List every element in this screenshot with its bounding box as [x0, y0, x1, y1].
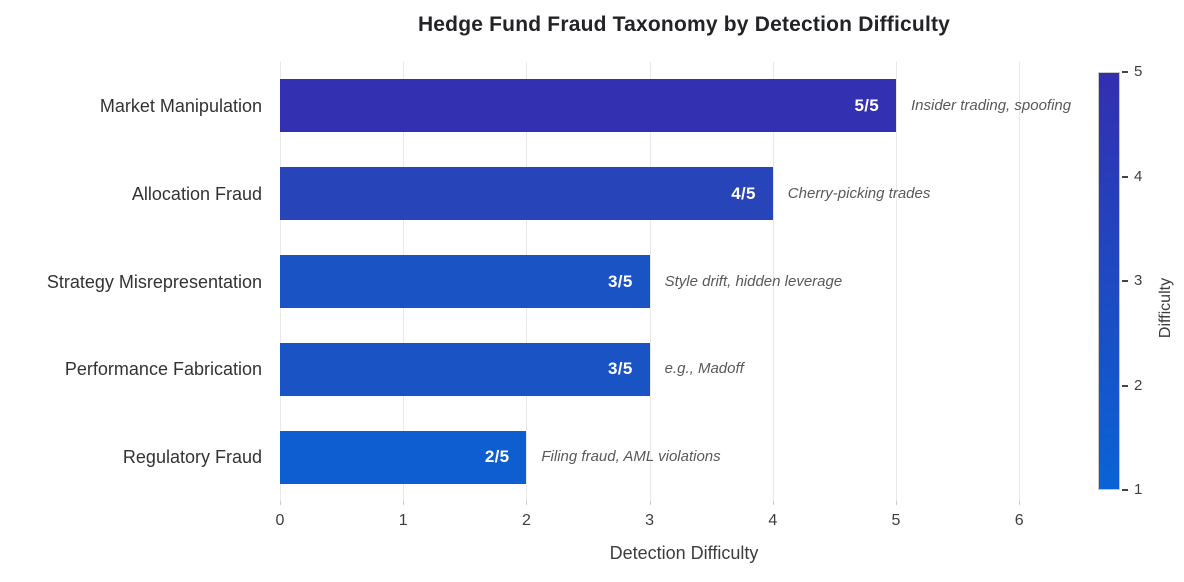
bar-value-label: 4/5	[731, 183, 756, 203]
bar-annotation: e.g., Madoff	[664, 360, 744, 378]
category-label-1: Allocation Fraud	[131, 183, 262, 204]
gridline-x-3	[649, 62, 651, 501]
x-tick-label-2: 2	[521, 512, 531, 529]
gridline-x-5	[896, 62, 897, 501]
bar-annotation: Cherry-picking trades	[787, 184, 931, 202]
colorbar-tick-label-4: 4	[1134, 167, 1143, 185]
x-tick-mark-5	[896, 501, 897, 505]
colorbar-tick-mark-3	[1122, 280, 1128, 282]
colorbar-tick-mark-2	[1122, 384, 1128, 387]
x-tick-mark-0	[280, 501, 281, 505]
colorbar-tick-mark-5	[1122, 71, 1128, 73]
x-tick-mark-4	[772, 501, 774, 505]
x-tick-label-1: 1	[398, 512, 408, 529]
plot-area: 5/5 Insider trading, spoofing 4/5 Cherry-pi…	[280, 62, 1088, 501]
bar-2: 3/5	[280, 255, 650, 308]
bar-1: 4/5	[280, 167, 773, 221]
x-tick-label-5: 5	[891, 512, 901, 529]
chart-title: Hedge Fund Fraud Taxonomy by Detection D…	[417, 13, 951, 36]
colorbar	[1098, 72, 1120, 490]
x-tick-label-4: 4	[768, 512, 778, 529]
colorbar-tick-label-5: 5	[1134, 63, 1143, 80]
colorbar-tick-label-1: 1	[1134, 481, 1143, 498]
bar-annotation: Filing fraud, AML violations	[541, 448, 721, 466]
colorbar-tick-mark-4	[1122, 175, 1128, 178]
bar-value-label: 3/5	[608, 271, 633, 291]
bar-value-label: 3/5	[608, 359, 633, 379]
gridline-x-6	[1019, 62, 1021, 501]
colorbar-title: Difficulty	[1157, 277, 1174, 339]
colorbar-tick-mark-1	[1122, 489, 1128, 491]
category-label-2: Strategy Misrepresentation	[46, 271, 262, 292]
category-label-3: Performance Fabrication	[64, 359, 262, 380]
x-tick-mark-6	[1019, 501, 1021, 505]
colorbar-tick-label-2: 2	[1134, 376, 1143, 394]
gridline-x-4	[772, 62, 774, 501]
x-tick-mark-2	[526, 501, 528, 505]
bar-annotation: Insider trading, spoofing	[911, 96, 1072, 114]
category-label-0: Market Manipulation	[99, 95, 262, 116]
bar-value-label: 5/5	[854, 95, 879, 115]
bar-value-label: 2/5	[484, 447, 510, 467]
bar-4: 2/5	[280, 430, 527, 484]
category-label-4: Regulatory Fraud	[122, 447, 262, 468]
bar-0: 5/5	[280, 79, 896, 133]
x-tick-label-6: 6	[1014, 512, 1024, 529]
x-tick-label-3: 3	[645, 512, 655, 529]
colorbar-gradient	[1099, 73, 1119, 489]
x-tick-mark-1	[403, 501, 405, 505]
x-tick-mark-3	[649, 501, 651, 505]
bar-3: 3/5	[280, 342, 650, 396]
colorbar-tick-label-3: 3	[1134, 272, 1143, 289]
x-tick-label-0: 0	[275, 512, 285, 529]
bar-annotation: Style drift, hidden leverage	[664, 272, 843, 290]
x-axis-title: Detection Difficulty	[609, 543, 759, 563]
